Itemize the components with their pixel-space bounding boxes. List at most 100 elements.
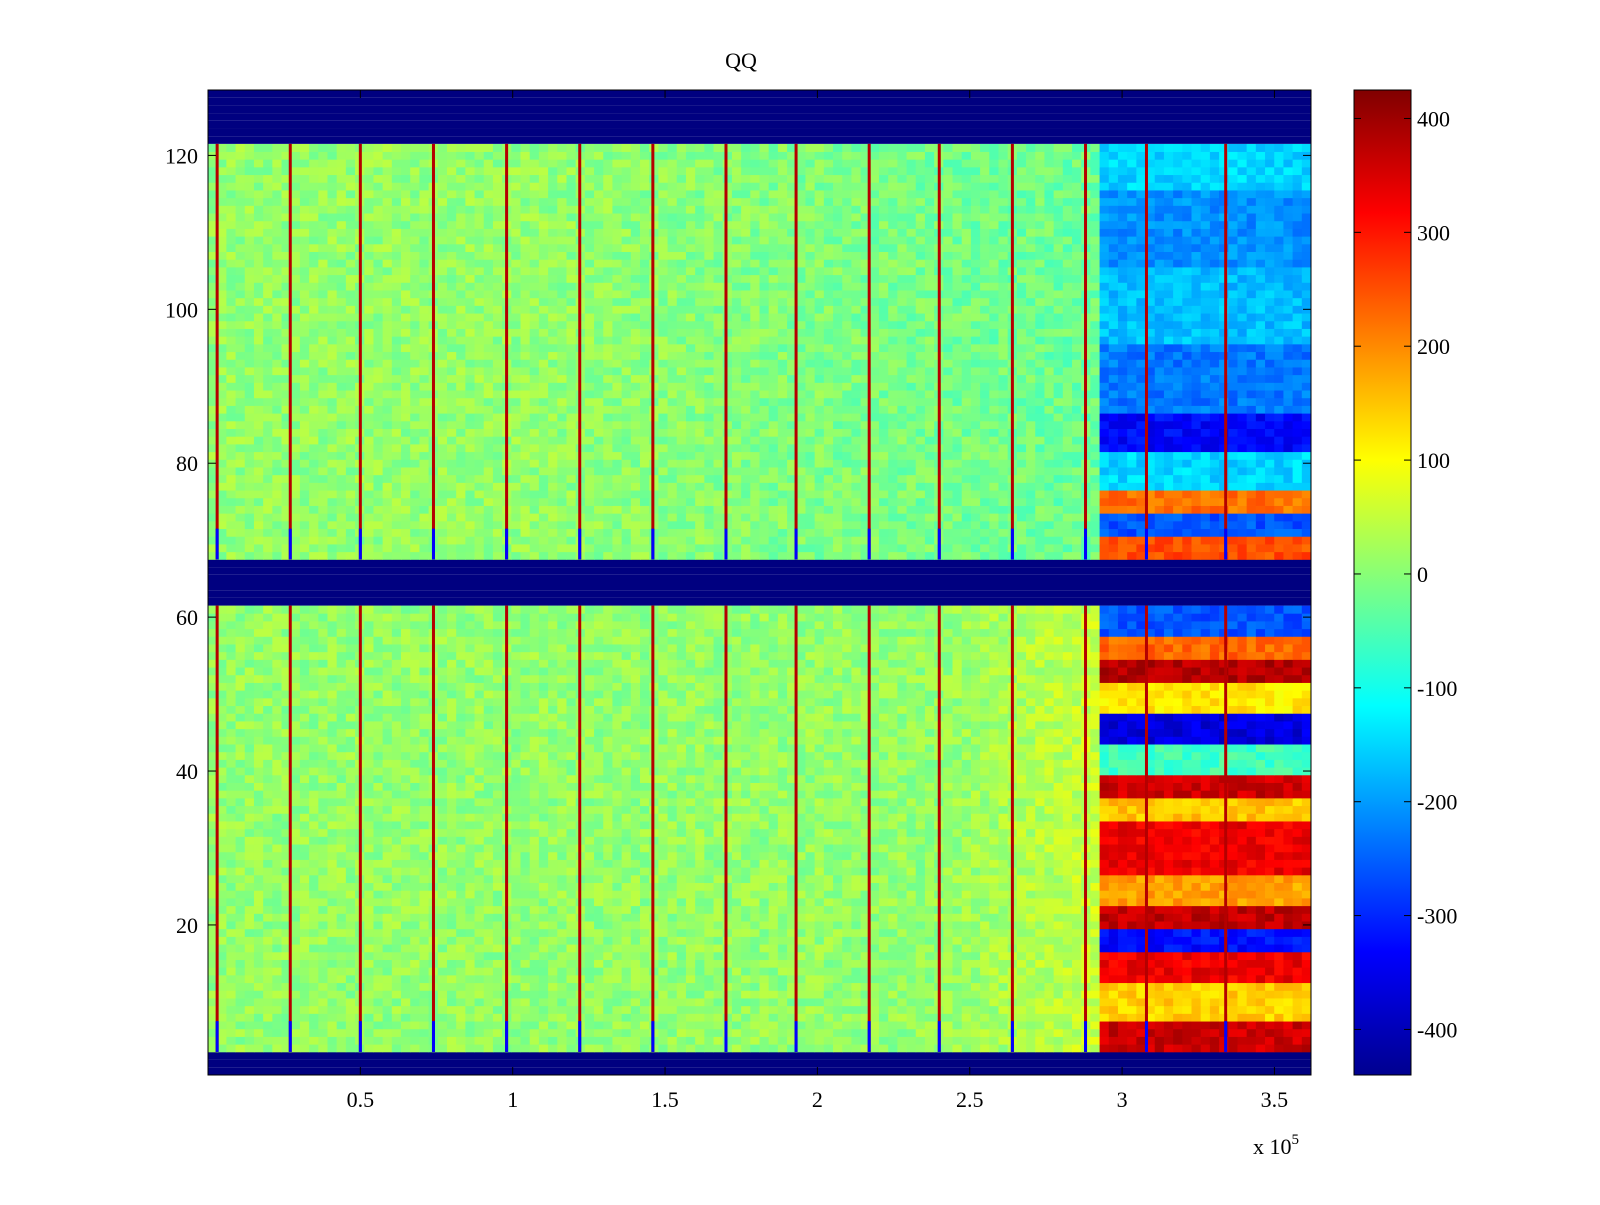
heatmap-cell — [777, 851, 788, 860]
heatmap-cell — [373, 782, 384, 791]
heatmap-cell — [456, 1013, 466, 1022]
heatmap-cell — [888, 1044, 898, 1053]
heatmap-cell — [796, 974, 806, 984]
heatmap-cell — [741, 782, 751, 791]
heatmap-cell — [1292, 844, 1303, 853]
heatmap-cell — [1026, 967, 1036, 976]
heatmap-cell — [1274, 951, 1284, 960]
heatmap-cell — [299, 859, 310, 868]
heatmap-cell — [1163, 867, 1174, 876]
heatmap-cell — [1219, 882, 1229, 891]
heatmap-cell — [1108, 774, 1119, 783]
heatmap-cell — [658, 821, 668, 830]
heatmap-cell — [1099, 797, 1110, 807]
heatmap-cell — [1265, 813, 1275, 822]
heatmap-cell — [943, 744, 953, 753]
heatmap-cell — [961, 890, 972, 899]
heatmap-cell — [777, 913, 788, 922]
heatmap-cell — [465, 967, 475, 976]
heatmap-cell — [401, 1044, 411, 1053]
heatmap-cell — [796, 959, 806, 968]
heatmap-cell — [768, 944, 779, 953]
heatmap-cell — [437, 859, 448, 868]
heatmap-cell — [814, 882, 825, 891]
heatmap-cell — [722, 882, 733, 891]
heatmap-cell — [492, 974, 503, 984]
heatmap-cell — [805, 774, 816, 783]
heatmap-cell — [318, 951, 328, 960]
heatmap-cell — [1044, 913, 1055, 922]
heatmap-cell — [713, 1013, 724, 1022]
heatmap-cell — [1219, 890, 1229, 899]
heatmap-cell — [235, 990, 246, 999]
heatmap-cell — [713, 867, 724, 876]
heatmap-cell — [401, 859, 411, 868]
heatmap-cell — [722, 967, 733, 976]
heatmap-cell — [603, 944, 613, 953]
heatmap-cell — [538, 967, 549, 976]
heatmap-cell — [226, 998, 236, 1007]
heatmap-cell — [1292, 836, 1303, 845]
heatmap-cell — [410, 844, 420, 853]
heatmap-cell — [759, 728, 770, 737]
heatmap-cell — [897, 774, 907, 783]
heatmap-cell — [290, 828, 301, 837]
heatmap-cell — [1237, 998, 1248, 1007]
heatmap-cell — [878, 805, 889, 814]
heatmap-cell — [640, 959, 650, 968]
heatmap-cell — [410, 774, 420, 783]
heatmap-cell — [299, 936, 310, 945]
heatmap-cell — [1246, 951, 1257, 960]
heatmap-cell — [685, 890, 696, 899]
heatmap-cell — [787, 982, 797, 991]
heatmap-cell — [1163, 951, 1174, 960]
heatmap-cell — [511, 1044, 521, 1053]
heatmap-cell — [952, 890, 963, 899]
heatmap-cell — [658, 797, 668, 807]
heatmap-cell — [1219, 967, 1229, 976]
heatmap-cell — [1072, 982, 1082, 991]
heatmap-cell — [741, 805, 751, 814]
heatmap-cell — [529, 790, 540, 799]
heatmap-cell — [1145, 790, 1156, 799]
heatmap-cell — [731, 967, 742, 976]
heatmap-cell — [566, 990, 577, 999]
heatmap-cell — [1163, 790, 1174, 799]
heatmap-cell — [318, 851, 328, 860]
heatmap-cell — [1016, 851, 1027, 860]
heatmap-cell — [1117, 851, 1128, 860]
heatmap-cell — [520, 967, 531, 976]
heatmap-cell — [492, 1013, 503, 1022]
heatmap-cell — [566, 967, 577, 976]
heatmap-cell — [823, 844, 834, 853]
heatmap-cell — [217, 913, 227, 922]
heatmap-cell — [401, 751, 411, 760]
heatmap-cell — [823, 928, 834, 937]
heatmap-cell — [584, 967, 595, 976]
heatmap-cell — [594, 944, 604, 953]
heatmap-cell — [777, 998, 788, 1007]
heatmap-cell — [833, 967, 843, 976]
heatmap-cell — [584, 751, 595, 760]
heatmap-cell — [1090, 874, 1100, 884]
heatmap-cell — [336, 1036, 347, 1045]
heatmap-cell — [731, 759, 742, 768]
heatmap-cell — [483, 944, 494, 953]
heatmap-cell — [263, 805, 273, 814]
heatmap-cell — [1136, 1028, 1146, 1037]
heatmap-cell — [897, 859, 907, 868]
heatmap-cell — [676, 1044, 687, 1053]
heatmap-cell — [676, 805, 687, 814]
heatmap-cell — [290, 967, 301, 976]
heatmap-cell — [768, 744, 779, 753]
heatmap-cell — [814, 905, 825, 914]
heatmap-cell — [731, 1044, 742, 1053]
heatmap-cell — [373, 905, 384, 914]
heatmap-cell — [722, 1044, 733, 1053]
heatmap-cell — [777, 1021, 788, 1030]
heatmap-cell — [1209, 959, 1220, 968]
heatmap-cell — [456, 736, 466, 745]
heatmap-cell — [777, 967, 788, 976]
heatmap-cell — [1053, 828, 1064, 837]
heatmap-cell — [364, 1013, 374, 1022]
